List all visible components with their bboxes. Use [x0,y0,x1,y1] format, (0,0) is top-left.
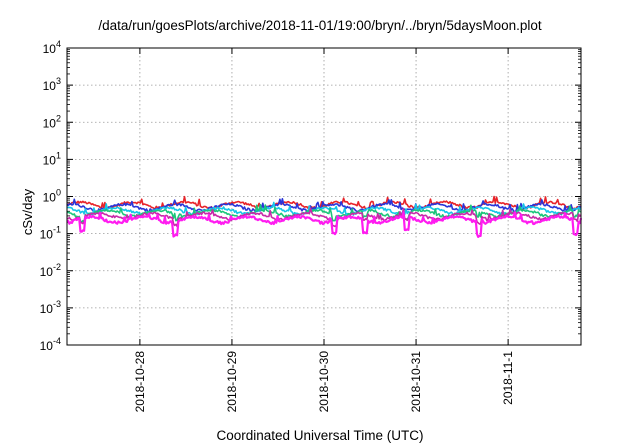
y-tick-label: 10-1 [40,225,61,242]
series-line [66,211,583,238]
y-tick-label: 103 [43,76,61,93]
y-axis-label: cSv/day [20,188,35,235]
x-tick-label: 2018-11-1 [501,351,515,405]
y-tick-label: 100 [43,188,61,205]
y-tick-label: 10-2 [40,262,61,279]
series-line [66,203,582,223]
series-line [66,207,582,228]
plot-frame [66,47,582,346]
x-tick-label: 2018-10-31 [409,351,423,413]
chart-title: /data/run/goesPlots/archive/2018-11-01/1… [98,18,542,33]
y-tick-label: 101 [43,150,61,167]
y-tick-label: 10-4 [40,336,61,353]
x-tick-label: 2018-10-29 [225,351,239,413]
x-axis-label: Coordinated Universal Time (UTC) [216,428,424,443]
y-tick-label: 10-3 [40,299,61,316]
x-tick-label: 2018-10-28 [133,351,147,413]
y-tick-label: 104 [43,39,61,56]
x-tick-label: 2018-10-30 [317,351,331,413]
y-tick-label: 102 [43,113,61,130]
